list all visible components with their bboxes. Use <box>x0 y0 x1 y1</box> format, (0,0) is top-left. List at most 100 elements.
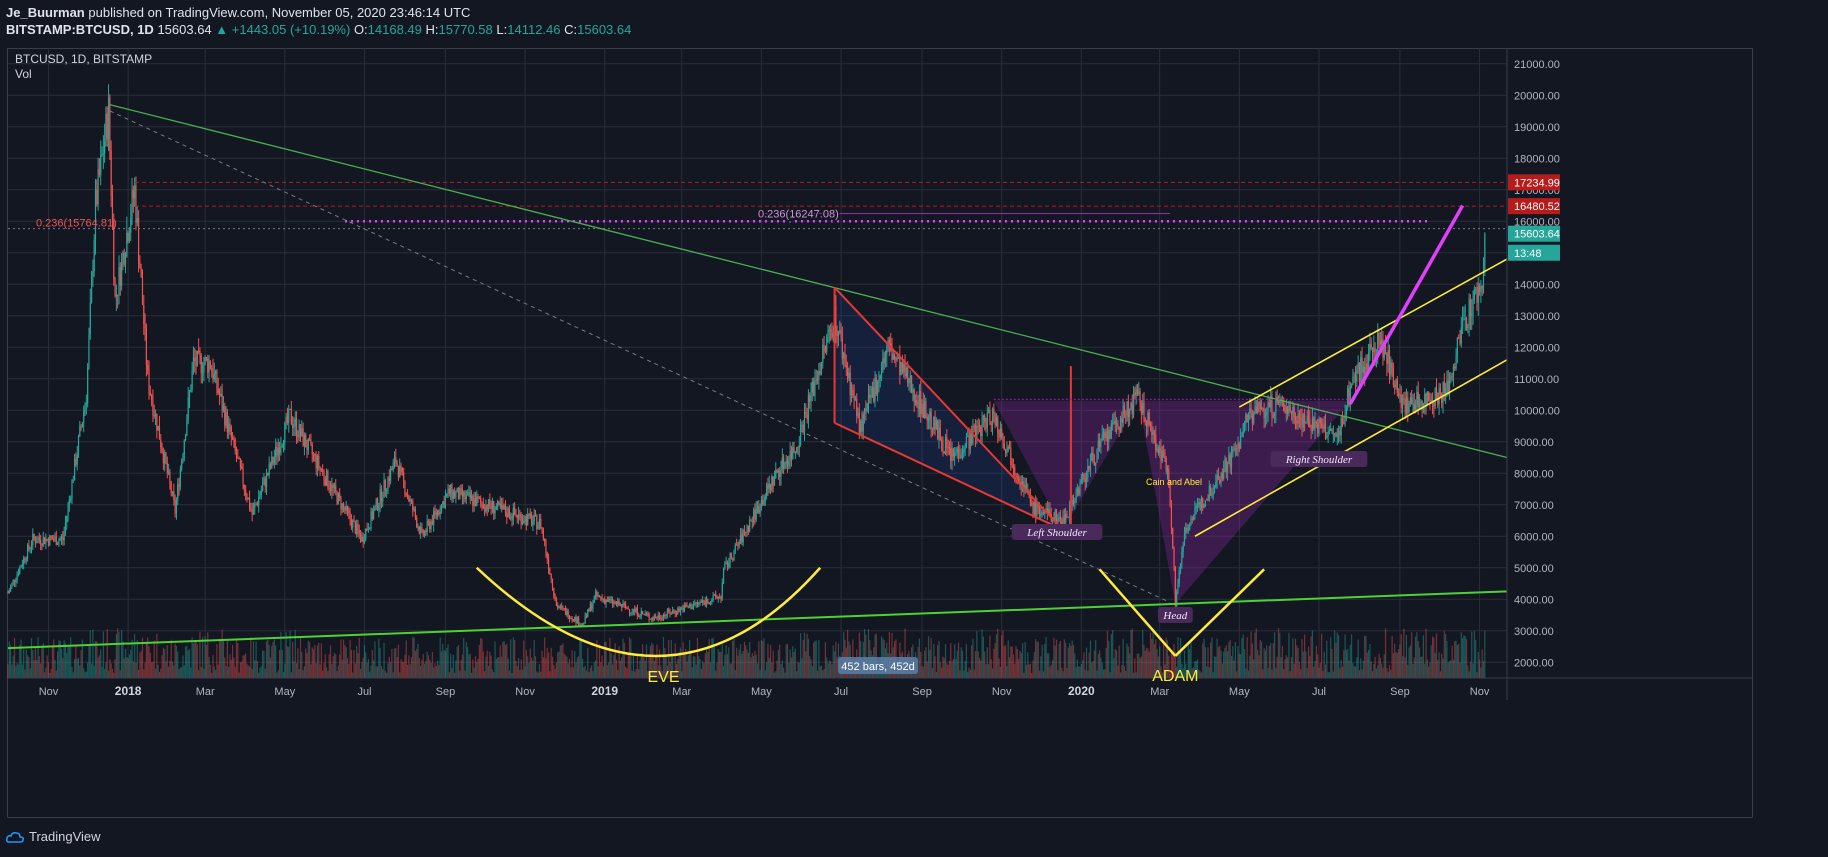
volume-bar <box>315 663 317 678</box>
candle-body <box>1190 518 1192 525</box>
candle-body <box>231 437 234 440</box>
volume-bar <box>692 656 695 678</box>
candle-body <box>921 403 923 414</box>
volume-bar <box>578 656 580 678</box>
candle-body <box>993 408 995 415</box>
volume-bar <box>1305 651 1307 678</box>
candle-body <box>533 515 535 521</box>
volume-bar <box>107 670 110 678</box>
candle-body <box>474 498 477 507</box>
volume-bar <box>1289 671 1291 678</box>
y-tick-label: 12000.00 <box>1514 342 1560 354</box>
volume-bar <box>1351 634 1353 678</box>
volume-bar <box>187 650 189 678</box>
candle-body <box>1345 405 1347 414</box>
volume-bar <box>572 667 574 678</box>
candle-body <box>1446 380 1448 388</box>
candle-body <box>174 499 176 514</box>
volume-bar <box>186 645 188 678</box>
volume-bar <box>989 635 991 678</box>
candle-body <box>1447 380 1449 395</box>
volume-bar <box>636 654 638 678</box>
candle-body <box>698 602 700 604</box>
volume-bar <box>1245 668 1247 678</box>
volume-bar <box>621 657 623 678</box>
chart-frame[interactable] <box>7 48 1753 818</box>
candle-body <box>1101 434 1103 440</box>
volume-bar <box>181 667 183 678</box>
volume-bar <box>447 644 449 678</box>
y-tick-label: 8000.00 <box>1514 468 1554 480</box>
volume-bar <box>216 644 218 678</box>
drawings <box>7 104 1508 658</box>
volume-bar <box>1049 666 1051 678</box>
volume-bar <box>194 640 196 678</box>
candle-body <box>831 330 833 338</box>
candle-body <box>660 618 662 620</box>
candle-body <box>246 494 248 500</box>
volume-bar <box>474 656 477 678</box>
volume-bar <box>1458 643 1460 678</box>
volume-bar <box>615 659 618 678</box>
volume-bar <box>1084 669 1086 678</box>
volume-bar <box>581 658 584 678</box>
candle-body <box>845 364 847 368</box>
volume-bar <box>1422 635 1425 678</box>
publisher-name[interactable]: Je_Buurman <box>6 5 85 20</box>
volume-bar <box>971 645 973 678</box>
candle-body <box>250 508 252 510</box>
volume-bar <box>92 629 94 678</box>
volume-bar <box>1170 651 1173 678</box>
candle-body <box>256 503 258 506</box>
x-tick-label: Mar <box>196 686 215 698</box>
volume-bar <box>600 662 602 678</box>
tradingview-logo[interactable]: TradingView <box>6 829 101 844</box>
volume-bar <box>690 650 692 678</box>
volume-bar <box>679 647 682 678</box>
volume-bar <box>917 646 919 678</box>
volume-bar <box>957 642 960 678</box>
candle-body <box>1336 433 1338 437</box>
candle-body <box>53 539 55 541</box>
candle-body <box>788 460 790 467</box>
candle-body <box>356 523 358 534</box>
volume-bar <box>1112 629 1114 678</box>
candle-body <box>534 515 537 517</box>
volume-bar <box>995 634 998 678</box>
volume-bar <box>1387 671 1389 678</box>
volume-bar <box>278 650 281 678</box>
candle-body <box>794 452 796 454</box>
volume-bar <box>626 668 628 678</box>
volume-bar <box>918 638 921 678</box>
candle-body <box>1130 403 1132 410</box>
candle-body <box>973 425 975 427</box>
volume-bar <box>366 662 368 678</box>
volume-bar <box>1366 652 1368 678</box>
volume-bar <box>339 654 341 678</box>
candle-body <box>165 452 167 464</box>
volume-bar <box>658 649 661 678</box>
volume-bar <box>222 639 225 678</box>
candle-body <box>626 607 628 609</box>
candle-body <box>333 485 336 488</box>
volume-bar <box>1275 667 1277 678</box>
candle-body <box>809 395 811 402</box>
volume-bar <box>1125 670 1127 678</box>
volume-bar <box>54 660 56 678</box>
volume-bar <box>110 663 112 678</box>
candle-body <box>668 609 670 613</box>
candle-body <box>951 448 953 462</box>
volume-legend[interactable]: Vol <box>15 67 32 81</box>
volume-bar <box>461 654 464 678</box>
volume-bar <box>94 641 97 678</box>
series-legend[interactable]: BTCUSD, 1D, BITSTAMP <box>15 52 153 66</box>
volume-bar <box>1425 628 1427 678</box>
volume-bar <box>1048 653 1050 678</box>
candle-body <box>508 508 511 518</box>
volume-bar <box>247 665 249 678</box>
candle-body <box>1271 395 1273 416</box>
volume-bar <box>277 670 279 678</box>
candle-body <box>486 504 488 510</box>
candle-body <box>1326 436 1328 438</box>
